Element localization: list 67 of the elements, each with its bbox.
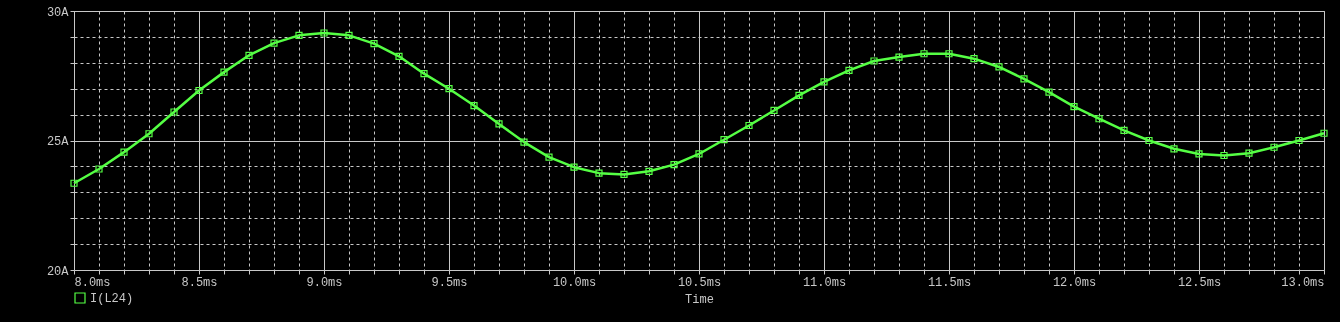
point bbox=[195, 86, 203, 95]
point bbox=[370, 40, 378, 48]
x-tick-label: 8.5ms bbox=[181, 275, 218, 290]
point bbox=[445, 85, 453, 93]
point bbox=[795, 91, 803, 100]
point bbox=[495, 120, 503, 128]
x-tick-label: 10.5ms bbox=[677, 275, 722, 290]
point bbox=[1245, 149, 1253, 157]
x-tick-label: 13.0ms bbox=[1281, 275, 1325, 290]
point bbox=[720, 136, 728, 144]
x-tick-label: 9.5ms bbox=[431, 275, 468, 290]
x-tick-label: 12.0ms bbox=[1052, 275, 1097, 290]
point bbox=[170, 108, 178, 116]
point bbox=[295, 31, 303, 39]
point bbox=[145, 130, 153, 138]
point bbox=[620, 170, 628, 179]
point bbox=[995, 63, 1003, 71]
point bbox=[120, 148, 128, 156]
point bbox=[745, 121, 753, 130]
point bbox=[1170, 145, 1178, 153]
point bbox=[1220, 151, 1228, 160]
point bbox=[95, 165, 103, 173]
point bbox=[520, 138, 528, 146]
point bbox=[645, 167, 653, 175]
point bbox=[345, 31, 353, 39]
point bbox=[770, 106, 778, 115]
point bbox=[70, 179, 78, 187]
point bbox=[1120, 126, 1128, 134]
x-tick-label: 10.0ms bbox=[552, 275, 597, 290]
point bbox=[1045, 88, 1053, 96]
point bbox=[1195, 150, 1203, 158]
point bbox=[245, 51, 253, 59]
point bbox=[920, 50, 928, 58]
point bbox=[1320, 129, 1328, 137]
point bbox=[595, 169, 603, 177]
x-tick-label: 12.5ms bbox=[1177, 275, 1222, 290]
point bbox=[1070, 102, 1078, 111]
point bbox=[820, 78, 828, 86]
point bbox=[420, 70, 428, 78]
point bbox=[1145, 136, 1153, 145]
point bbox=[220, 68, 228, 76]
point bbox=[845, 66, 853, 74]
point bbox=[1295, 136, 1303, 145]
point bbox=[320, 29, 328, 37]
point bbox=[545, 153, 553, 161]
x-tick-label: 9.0ms bbox=[306, 275, 343, 290]
point bbox=[1020, 75, 1028, 83]
point bbox=[470, 101, 478, 110]
y-tick-label: 20A bbox=[46, 264, 70, 279]
point bbox=[970, 55, 978, 63]
point bbox=[695, 150, 703, 158]
point bbox=[945, 50, 953, 58]
legend-label: I(L24) bbox=[90, 292, 134, 306]
point bbox=[1095, 115, 1103, 123]
point bbox=[670, 160, 678, 169]
x-tick-label: 11.0ms bbox=[802, 275, 847, 290]
x-axis-title: Time bbox=[685, 292, 714, 307]
point bbox=[1270, 143, 1278, 151]
point bbox=[570, 163, 578, 171]
point bbox=[270, 39, 278, 47]
point bbox=[895, 53, 903, 61]
point bbox=[870, 57, 878, 65]
y-tick-label: 30A bbox=[46, 5, 70, 20]
point bbox=[395, 52, 403, 60]
x-tick-label: 8.0ms bbox=[74, 275, 111, 290]
x-tick-label: 11.5ms bbox=[927, 275, 972, 290]
y-tick-label: 25A bbox=[46, 135, 70, 149]
